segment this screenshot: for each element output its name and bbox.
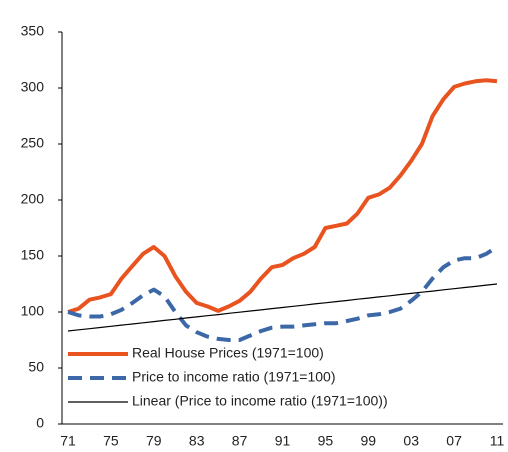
x-tick-label: 79 bbox=[146, 433, 162, 449]
x-tick-label: 11 bbox=[490, 433, 505, 449]
legend-label: Linear (Price to income ratio (1971=100)… bbox=[132, 393, 388, 409]
y-tick-label: 250 bbox=[21, 135, 45, 151]
x-tick-label: 91 bbox=[275, 433, 291, 449]
x-tick-label: 83 bbox=[189, 433, 205, 449]
y-tick-label: 100 bbox=[21, 303, 45, 319]
x-tick-label: 03 bbox=[403, 433, 419, 449]
y-tick-label: 200 bbox=[21, 191, 45, 207]
series-line bbox=[67, 78, 498, 314]
y-tick-label: 0 bbox=[36, 415, 44, 431]
series-line bbox=[67, 283, 498, 332]
x-tick-label: 99 bbox=[361, 433, 377, 449]
y-tick-label: 150 bbox=[21, 247, 45, 263]
y-tick-label: 350 bbox=[21, 23, 45, 39]
x-tick-label: 95 bbox=[318, 433, 334, 449]
series-line bbox=[67, 245, 499, 342]
legend-label: Real House Prices (1971=100) bbox=[132, 345, 324, 361]
x-tick-label: 75 bbox=[103, 433, 119, 449]
x-tick-label: 71 bbox=[60, 433, 76, 449]
legend-label: Price to income ratio (1971=100) bbox=[132, 369, 336, 385]
x-tick-label: 87 bbox=[232, 433, 248, 449]
y-tick-label: 300 bbox=[21, 79, 45, 95]
x-tick-label: 07 bbox=[446, 433, 462, 449]
y-tick-label: 50 bbox=[28, 359, 44, 375]
